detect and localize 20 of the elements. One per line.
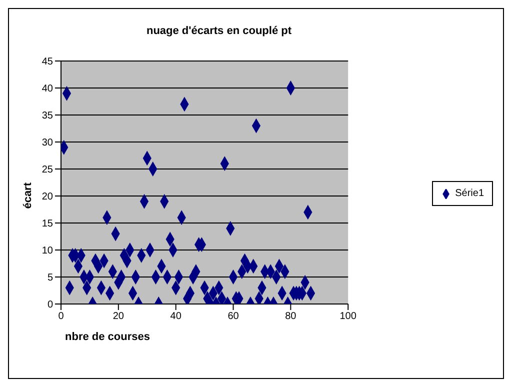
chart-title: nuage d'écarts en couplé pt: [145, 25, 293, 37]
y-tick-label: 5: [47, 272, 54, 284]
y-tick-label: 15: [42, 218, 54, 230]
x-tick-label: 40: [170, 311, 182, 322]
x-tick-label: 80: [285, 311, 297, 322]
y-tick-label: 10: [42, 246, 54, 257]
y-tick-label: 0: [47, 300, 54, 311]
x-axis-title: nbre de courses: [65, 331, 150, 343]
y-axis-title: écart: [22, 182, 34, 209]
legend-label: Série1: [455, 188, 484, 199]
x-tick-label: 20: [112, 311, 124, 322]
x-tick-label: 0: [58, 311, 64, 322]
y-tick-label: 30: [42, 138, 54, 149]
x-tick-label: 100: [340, 311, 357, 322]
y-tick-label: 35: [42, 110, 54, 122]
y-tick-label: 25: [42, 164, 54, 176]
y-tick-label: 40: [42, 84, 54, 95]
y-tick-label: 45: [42, 56, 54, 68]
x-tick-label: 60: [228, 311, 240, 322]
y-tick-label: 20: [42, 192, 54, 203]
